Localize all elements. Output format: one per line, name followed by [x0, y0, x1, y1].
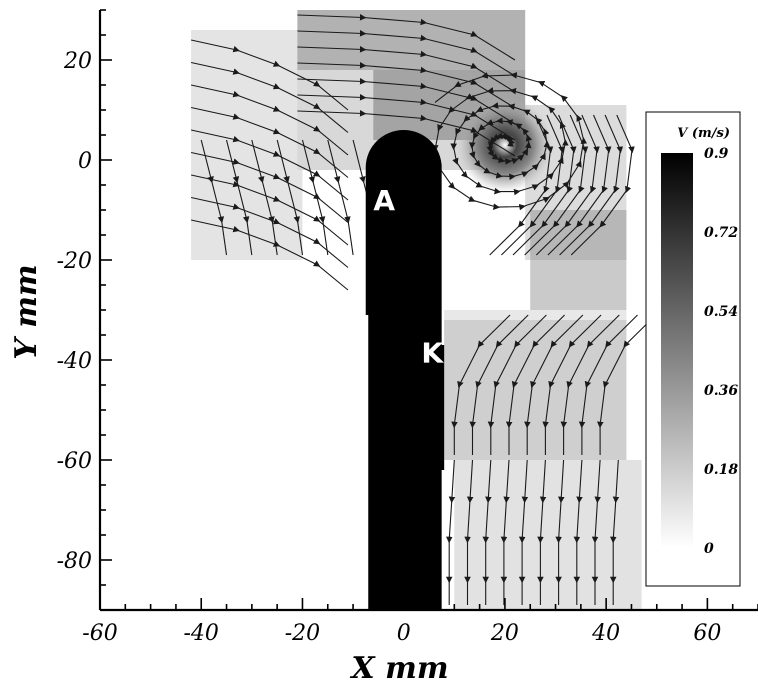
- streamline: [537, 459, 547, 605]
- y-tick-label: 20: [63, 49, 92, 74]
- streamline: [518, 459, 529, 605]
- colorbar-tick-label: 0: [704, 541, 714, 557]
- region-label-k: K: [421, 337, 444, 370]
- x-tick-label: -20: [285, 621, 320, 646]
- y-tick-label: -80: [57, 549, 92, 574]
- field-band: [444, 320, 627, 460]
- streamline: [276, 139, 304, 256]
- x-axis-label: X mm: [349, 651, 448, 686]
- y-tick-label: -40: [57, 349, 92, 374]
- y-axis-label: Y mm: [9, 264, 44, 359]
- y-tick-label: -60: [57, 449, 92, 474]
- streamline: [190, 106, 349, 178]
- streamline: [555, 459, 565, 605]
- streamline: [190, 219, 349, 291]
- colorbar-tick-label: 0.36: [704, 383, 738, 399]
- streamline: [297, 30, 516, 77]
- solid-body: [365, 130, 445, 610]
- streamline: [251, 139, 278, 256]
- streamline: [431, 72, 588, 211]
- x-tick-label: -40: [184, 621, 219, 646]
- streamline: [445, 459, 456, 605]
- streamline: [560, 314, 620, 455]
- legend-title: V (m/s): [677, 126, 730, 141]
- colorbar: [661, 153, 693, 548]
- y-tick-label: 0: [78, 149, 92, 174]
- streamline: [482, 459, 492, 605]
- streamline: [464, 459, 474, 605]
- streamline: [578, 314, 638, 455]
- streamline: [469, 314, 529, 455]
- streamline: [190, 39, 349, 111]
- streamline: [451, 314, 511, 455]
- x-tick-label: 60: [693, 621, 721, 646]
- axes: -60 -40 -20 0 20 40 60 20 0 -20 -40 -60 -80: [57, 9, 758, 646]
- streamline: [542, 314, 602, 455]
- streamline: [487, 314, 547, 455]
- x-tick-label: 0: [397, 621, 411, 646]
- streamline: [573, 459, 583, 605]
- region-label-a: A: [373, 184, 395, 217]
- streamline: [190, 61, 349, 133]
- field-patch: [191, 30, 303, 260]
- colorbar-tick-label: 0.72: [704, 225, 738, 241]
- streamline: [570, 114, 635, 256]
- x-tick-label: -60: [82, 621, 117, 646]
- streamline: [225, 139, 253, 256]
- streamline: [190, 84, 349, 156]
- streamline: [597, 314, 657, 455]
- colorbar-legend: V (m/s) 0.9 0.72 0.54 0.36 0.18 0: [645, 111, 741, 587]
- colorbar-tick-label: 0.54: [704, 304, 738, 320]
- streamline: [301, 139, 329, 256]
- streamline: [190, 129, 349, 201]
- streamline: [190, 151, 349, 223]
- streamlines: [190, 14, 657, 605]
- colorbar-tick-label: 0.9: [704, 146, 729, 162]
- streamline: [500, 459, 510, 605]
- streamline: [200, 139, 228, 256]
- streamline: [297, 14, 516, 61]
- streamline: [524, 314, 584, 455]
- streamline: [327, 139, 354, 256]
- region-labels: AK: [373, 184, 444, 370]
- obstacle-body: [365, 130, 445, 610]
- y-tick-label: -20: [57, 249, 92, 274]
- streamline: [591, 459, 602, 605]
- streamline: [505, 314, 565, 455]
- x-tick-label: 20: [490, 621, 519, 646]
- streamline: [609, 459, 620, 605]
- x-tick-label: 40: [591, 621, 620, 646]
- vortex-shade: [456, 97, 553, 193]
- colorbar-tick-label: 0.18: [704, 462, 738, 478]
